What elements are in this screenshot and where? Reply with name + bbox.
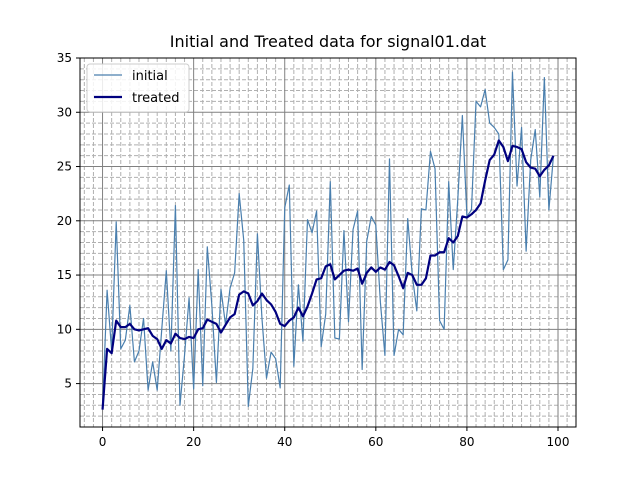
x-tick-label: 20 <box>186 435 201 449</box>
legend-label-initial: initial <box>132 69 168 84</box>
plot-frame <box>79 57 577 428</box>
y-tick-label: 25 <box>57 160 72 174</box>
series-layer <box>101 71 555 410</box>
series-line-treated <box>101 139 555 410</box>
y-tick-label: 10 <box>57 322 72 336</box>
chart-title: Initial and Treated data for signal01.da… <box>170 32 486 51</box>
series-line-initial <box>101 71 555 408</box>
x-tick-label: 80 <box>459 435 474 449</box>
y-tick-label: 20 <box>57 214 72 228</box>
y-tick-label: 35 <box>57 51 72 65</box>
x-tick-label: 100 <box>547 435 570 449</box>
x-tick-label: 60 <box>368 435 383 449</box>
legend-box <box>86 63 190 113</box>
legend-label-treated: treated <box>132 91 179 106</box>
y-tick-label: 15 <box>57 268 72 282</box>
y-tick-label: 5 <box>64 377 72 391</box>
y-axis: 5 10 15 20 25 30 35 <box>57 51 80 391</box>
legend: initial treated <box>86 63 190 113</box>
x-axis: 0 20 40 60 80 100 <box>99 427 570 449</box>
x-tick-label: 40 <box>277 435 292 449</box>
x-tick-label: 0 <box>99 435 107 449</box>
y-tick-label: 30 <box>57 105 72 119</box>
